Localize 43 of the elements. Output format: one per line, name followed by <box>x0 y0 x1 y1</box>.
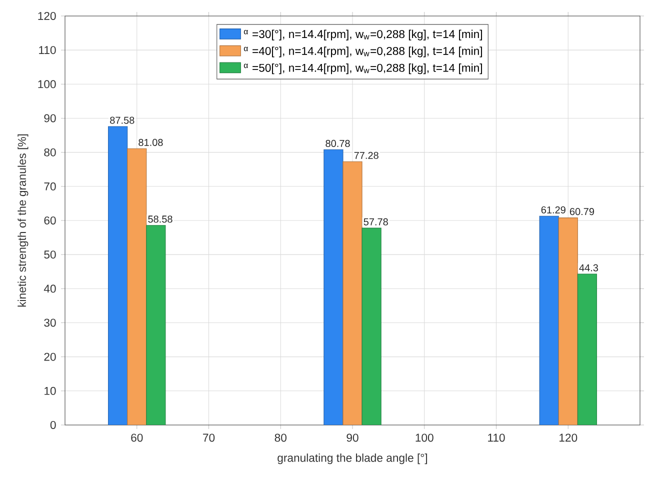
y-tick-label: 60 <box>44 216 56 224</box>
y-tick-label: 120 <box>38 12 56 20</box>
y-tick-label: 90 <box>44 114 56 122</box>
x-tick-label: 70 <box>203 434 215 442</box>
data-label: 57.78 <box>364 218 388 226</box>
y-tick-label: 80 <box>44 148 56 156</box>
x-tick-label: 110 <box>488 434 505 442</box>
y-axis-title: kinetic strength of the granules [%] <box>18 134 28 307</box>
bar <box>324 149 344 425</box>
y-tick-label: 30 <box>44 318 56 327</box>
x-tick-label: 90 <box>346 434 358 442</box>
y-tick-label: 40 <box>44 284 56 293</box>
x-tick-label: 100 <box>416 434 434 442</box>
y-tick-label: 110 <box>39 46 56 54</box>
data-label: 60.79 <box>570 208 594 216</box>
legend-label: $^{α}$ =40[°], n=14.4[rpm], w$_{w}$=0,288 [kg], t=14 [min] <box>244 46 482 58</box>
y-tick-label: 10 <box>44 386 56 395</box>
legend-label: $^{α}$ =30[°], n=14.4[rpm], w$_{w}$=0,288 [kg], t=14 [min] <box>244 30 482 40</box>
data-label: 87.58 <box>110 116 134 124</box>
data-label: 77.28 <box>354 152 378 159</box>
data-label: 58.58 <box>148 216 172 223</box>
bar <box>342 161 362 425</box>
bar <box>577 274 597 425</box>
x-tick-label: 120 <box>560 434 578 442</box>
data-label: 44.3 <box>579 264 598 272</box>
data-label: 80.78 <box>326 140 350 148</box>
data-label: 81.08 <box>138 138 163 146</box>
bar <box>108 126 128 425</box>
x-tick-label: 80 <box>274 434 286 442</box>
bar <box>146 225 166 425</box>
y-tick-label: 0 <box>50 420 56 429</box>
bar <box>362 228 382 425</box>
bar <box>539 216 559 425</box>
bar <box>127 148 147 425</box>
y-tick-label: 100 <box>38 80 56 88</box>
y-tick-label: 50 <box>44 250 56 259</box>
y-tick-label: 20 <box>44 352 56 361</box>
data-label: 61.29 <box>541 206 566 214</box>
bar <box>558 218 578 425</box>
x-tick-label: 60 <box>131 434 143 442</box>
y-tick-label: 70 <box>44 182 56 190</box>
x-axis-title: granulating the blade angle [°] <box>278 454 428 464</box>
legend-label: $^{α}$ =50[°], n=14.4[rpm], w$_{w}$=0,288 [kg], t=14 [min] <box>244 64 482 74</box>
